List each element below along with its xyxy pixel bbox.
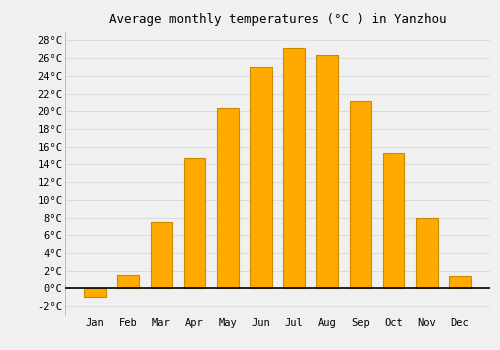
Bar [449, 276, 470, 288]
Bar [383, 153, 404, 288]
Title: Average monthly temperatures (°C ) in Yanzhou: Average monthly temperatures (°C ) in Ya… [109, 13, 446, 26]
Bar [316, 55, 338, 288]
Bar [416, 218, 438, 288]
Bar [150, 222, 172, 288]
Bar [84, 288, 106, 297]
Bar [350, 100, 371, 288]
Bar [217, 108, 238, 288]
Bar [250, 67, 272, 288]
Bar [184, 158, 206, 288]
Bar [118, 275, 139, 288]
Bar [284, 48, 305, 288]
